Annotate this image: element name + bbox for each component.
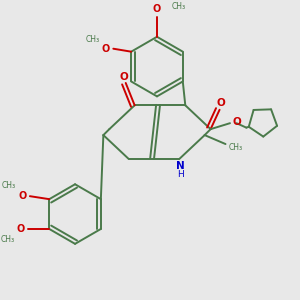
- Text: O: O: [232, 117, 241, 127]
- Text: CH₃: CH₃: [229, 142, 243, 152]
- Text: O: O: [153, 4, 161, 14]
- Text: O: O: [101, 44, 110, 54]
- Text: CH₃: CH₃: [1, 235, 15, 244]
- Text: CH₃: CH₃: [172, 2, 186, 11]
- Text: O: O: [217, 98, 225, 108]
- Text: O: O: [18, 191, 26, 201]
- Text: CH₃: CH₃: [85, 35, 100, 44]
- Text: O: O: [120, 72, 129, 82]
- Text: H: H: [178, 170, 184, 179]
- Text: O: O: [16, 224, 25, 234]
- Text: N: N: [176, 161, 185, 171]
- Text: CH₃: CH₃: [2, 181, 16, 190]
